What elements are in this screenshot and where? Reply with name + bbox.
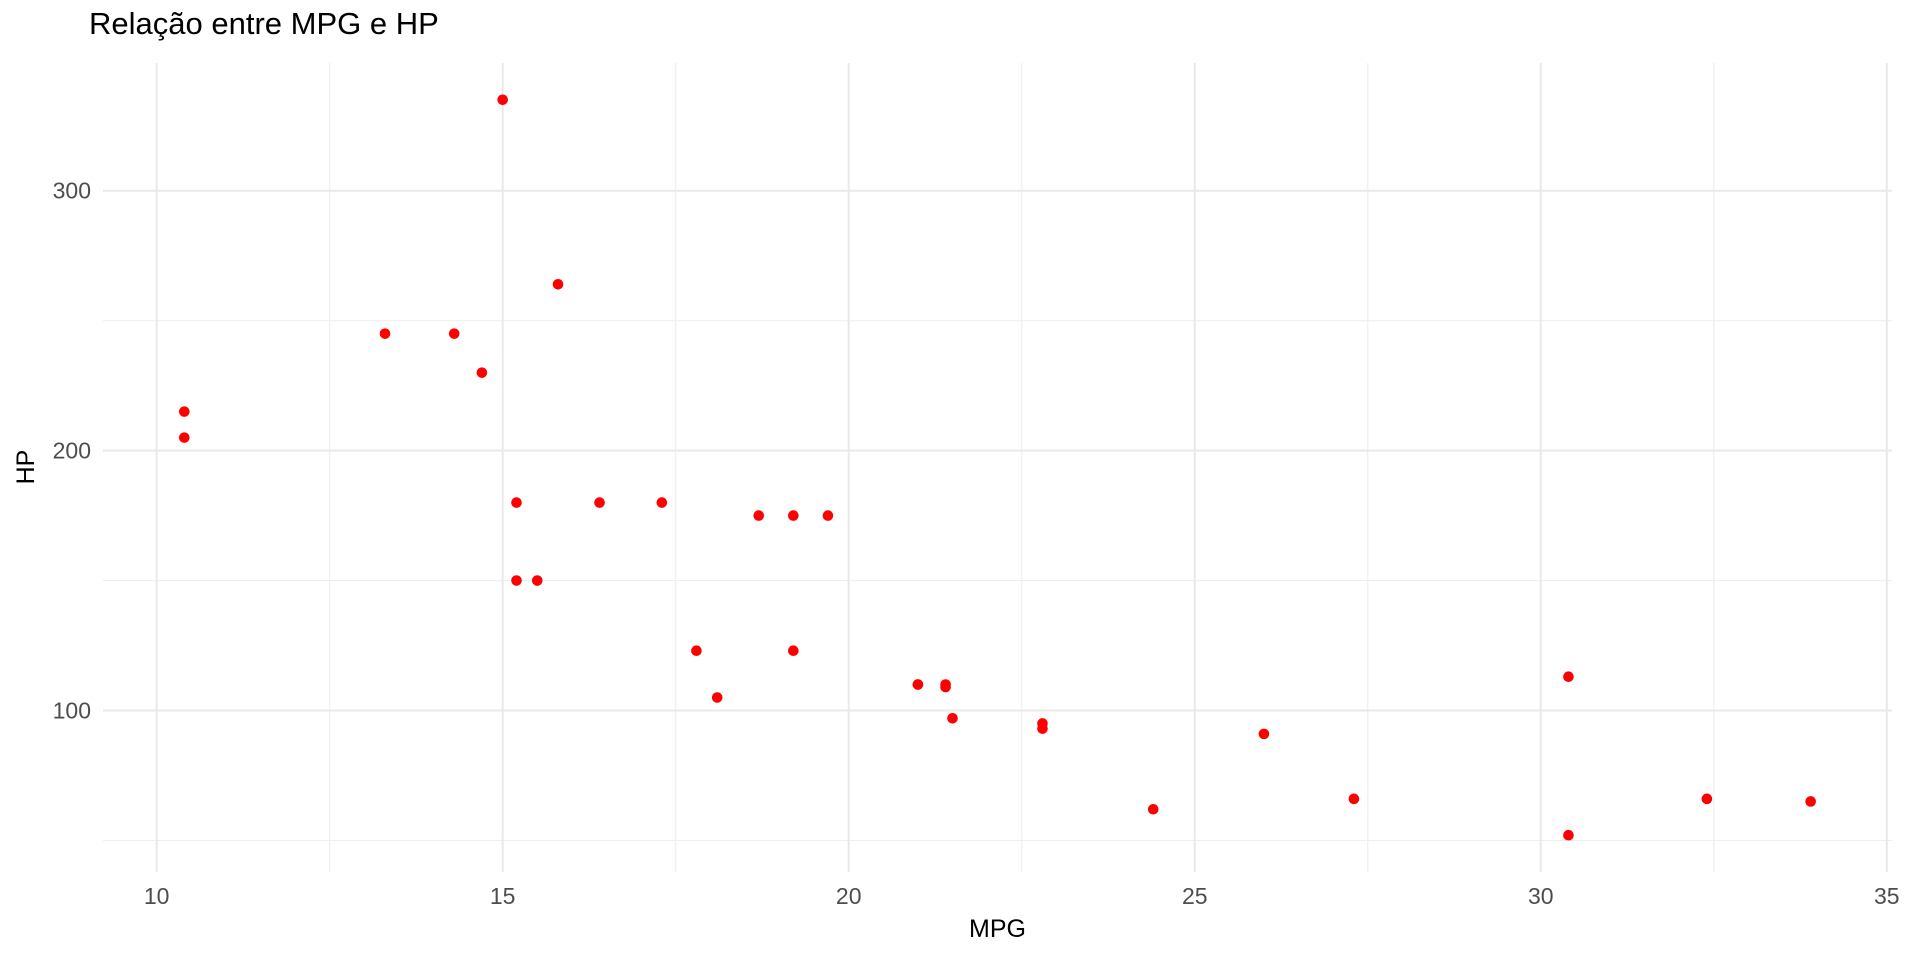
data-point (1563, 829, 1574, 841)
data-point (531, 575, 543, 586)
x-tick-label: 15 (490, 883, 516, 909)
data-point (788, 645, 799, 657)
data-point (179, 406, 190, 417)
y-tick-label: 300 (53, 178, 91, 204)
data-point (179, 432, 190, 443)
data-point (691, 645, 702, 657)
data-point (822, 510, 834, 521)
data-point (1348, 793, 1360, 805)
y-axis-title: HP (12, 449, 40, 485)
y-tick-label: 200 (53, 438, 91, 464)
data-point (552, 278, 564, 290)
data-point (1563, 671, 1574, 683)
x-axis-title: MPG (969, 915, 1026, 943)
data-point (497, 94, 508, 106)
data-point (711, 692, 723, 703)
data-point (476, 367, 488, 378)
data-point (594, 497, 605, 508)
x-tick-label: 10 (144, 883, 170, 909)
x-tick-label: 20 (836, 883, 862, 909)
data-point (1147, 803, 1159, 815)
data-point (947, 712, 958, 724)
data-point (1805, 796, 1816, 807)
x-tick-label: 30 (1528, 883, 1554, 909)
data-point (448, 328, 460, 339)
data-point (753, 510, 765, 521)
x-tick-label: 35 (1874, 883, 1900, 909)
data-point (379, 328, 391, 339)
plot-title: Relação entre MPG e HP (89, 6, 439, 41)
data-point (656, 497, 668, 508)
data-point (511, 497, 522, 508)
data-point (912, 679, 924, 690)
data-point (1701, 793, 1713, 805)
data-point (1037, 718, 1048, 729)
data-point (788, 510, 799, 521)
x-tick-label: 25 (1182, 883, 1208, 909)
data-point (1258, 728, 1270, 740)
data-point (940, 681, 951, 693)
y-tick-label: 100 (53, 697, 91, 723)
data-point (511, 575, 522, 586)
